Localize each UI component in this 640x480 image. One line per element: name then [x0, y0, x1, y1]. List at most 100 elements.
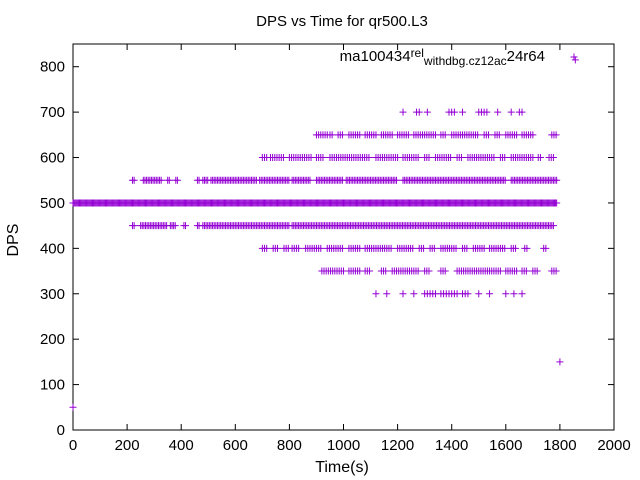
y-axis-ticks: 0 100 200 300 400 500 600 700 800 — [40, 59, 614, 439]
plot-border — [72, 43, 615, 431]
scatter-series — [69, 56, 579, 411]
data-point — [501, 154, 509, 162]
data-point — [459, 108, 467, 116]
data-point — [571, 56, 579, 64]
data-point — [414, 267, 422, 275]
data-point — [483, 108, 491, 116]
data-point — [306, 176, 314, 184]
data-point — [393, 176, 401, 184]
data-point — [457, 154, 465, 162]
legend-marker — [570, 53, 578, 61]
data-point — [495, 131, 503, 139]
data-point — [425, 154, 433, 162]
data-point — [420, 244, 428, 252]
data-point — [510, 290, 518, 298]
data-point — [338, 244, 346, 252]
y-tick-label: 100 — [40, 377, 65, 394]
data-point — [474, 131, 482, 139]
data-point — [502, 290, 510, 298]
data-point — [552, 131, 560, 139]
plot-frame — [72, 43, 615, 431]
data-point — [171, 222, 179, 230]
data-point — [507, 108, 515, 116]
legend-label: ma100434relwithdbg.cz12ac24r64 — [340, 46, 545, 68]
data-point — [372, 290, 380, 298]
y-tick-label: 200 — [40, 331, 65, 348]
data-point — [463, 244, 471, 252]
y-tick-label: 800 — [40, 59, 65, 76]
y-tick-label: 400 — [40, 240, 65, 257]
data-point — [553, 176, 561, 184]
data-point — [490, 154, 498, 162]
data-point — [383, 290, 391, 298]
x-tick-label: 1200 — [381, 437, 414, 454]
data-point — [464, 290, 472, 298]
data-point — [501, 244, 509, 252]
data-point — [441, 267, 449, 275]
data-point — [549, 154, 557, 162]
data-point — [518, 290, 526, 298]
x-tick-label: 200 — [115, 437, 140, 454]
y-tick-label: 500 — [40, 195, 65, 212]
data-point — [556, 358, 564, 366]
data-point — [157, 176, 165, 184]
y-axis-label: DPS — [5, 224, 22, 257]
data-point — [173, 176, 181, 184]
data-point — [522, 267, 530, 275]
data-point — [475, 290, 483, 298]
data-point — [552, 267, 560, 275]
data-point — [450, 108, 458, 116]
y-tick-label: 0 — [57, 422, 65, 439]
x-tick-label: 1800 — [543, 437, 576, 454]
data-point — [523, 244, 531, 252]
data-point — [533, 267, 541, 275]
data-point — [486, 290, 494, 298]
legend-label-part: 24r64 — [507, 48, 545, 65]
data-point — [484, 131, 492, 139]
data-point — [430, 244, 438, 252]
data-point — [382, 267, 390, 275]
x-tick-label: 2000 — [597, 437, 630, 454]
x-tick-label: 1600 — [489, 437, 522, 454]
data-point — [365, 267, 373, 275]
data-point — [338, 131, 346, 139]
data-point — [319, 154, 327, 162]
legend-label-part: ma100434 — [340, 48, 411, 65]
x-tick-label: 0 — [69, 437, 77, 454]
data-point — [494, 108, 502, 116]
data-point — [399, 108, 407, 116]
data-point — [273, 244, 281, 252]
data-point — [165, 176, 173, 184]
data-point — [415, 108, 423, 116]
x-tick-label: 1400 — [435, 437, 468, 454]
data-point — [414, 154, 422, 162]
data-point — [365, 154, 373, 162]
data-point — [536, 154, 544, 162]
data-point — [399, 290, 407, 298]
chart-title: DPS vs Time for qr500.L3 — [256, 13, 428, 30]
data-point — [69, 403, 77, 411]
data-point — [518, 108, 526, 116]
x-tick-label: 400 — [169, 437, 194, 454]
y-tick-label: 600 — [40, 150, 65, 167]
data-point — [553, 199, 561, 207]
data-point — [328, 131, 336, 139]
x-tick-label: 1000 — [327, 437, 360, 454]
data-point — [512, 244, 520, 252]
data-point — [263, 244, 271, 252]
x-axis-label: Time(s) — [315, 459, 369, 476]
data-point — [452, 244, 460, 252]
data-point — [549, 222, 557, 230]
data-point — [182, 222, 190, 230]
data-point — [279, 154, 287, 162]
legend-label-part: withdbg.cz12a — [423, 54, 501, 68]
data-point — [423, 108, 431, 116]
data-point — [295, 244, 303, 252]
data-point — [441, 131, 449, 139]
x-axis-ticks: 0 200 400 600 800 1000 1200 1400 1600 1800 2000 — [69, 44, 631, 454]
data-point — [447, 154, 455, 162]
data-point — [130, 176, 138, 184]
data-point — [425, 267, 433, 275]
data-point — [387, 244, 395, 252]
